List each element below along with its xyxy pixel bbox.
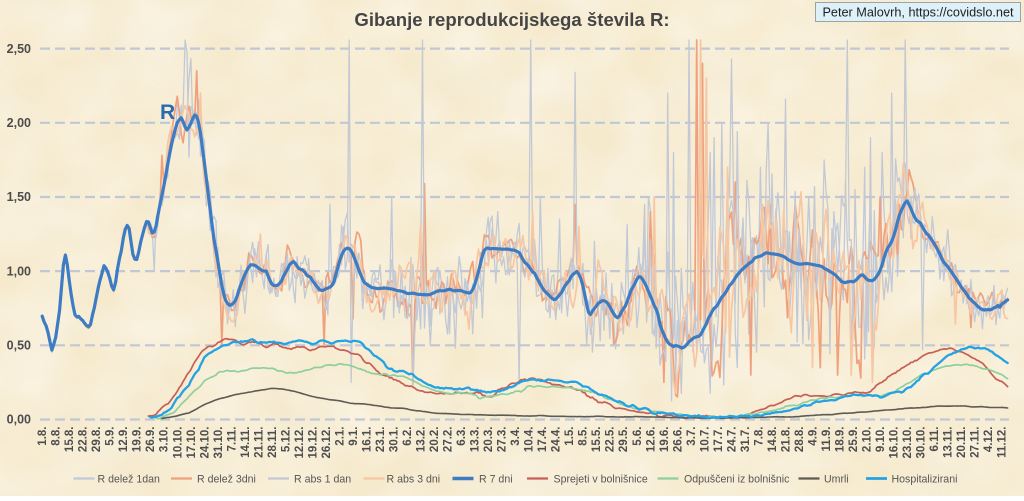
svg-text:12.9.: 12.9.	[118, 427, 130, 453]
svg-text:30.10.: 30.10.	[916, 427, 928, 459]
svg-text:31.7.: 31.7.	[740, 427, 752, 453]
svg-text:13.11.: 13.11.	[943, 427, 955, 458]
svg-text:8.5.: 8.5.	[578, 427, 590, 446]
svg-text:27.2.: 27.2.	[443, 427, 455, 453]
svg-text:19.9.: 19.9.	[132, 427, 144, 453]
svg-text:24.7.: 24.7.	[726, 427, 738, 453]
svg-text:17.4.: 17.4.	[537, 427, 549, 453]
svg-text:31.10.: 31.10.	[213, 427, 225, 459]
svg-text:11.9.: 11.9.	[821, 427, 833, 452]
svg-text:21.11.: 21.11.	[253, 427, 265, 458]
svg-text:17.10.: 17.10.	[186, 427, 198, 459]
svg-text:10.7.: 10.7.	[699, 427, 711, 453]
svg-text:26.12.: 26.12.	[321, 427, 333, 459]
svg-text:1,00: 1,00	[7, 264, 31, 278]
svg-text:Peter Malovrh, https://covidsl: Peter Malovrh, https://covidslo.net	[822, 6, 1014, 20]
svg-text:29.5.: 29.5.	[618, 427, 630, 453]
svg-text:26.9.: 26.9.	[145, 427, 157, 453]
svg-text:6.2.: 6.2.	[402, 427, 414, 446]
svg-text:6.3.: 6.3.	[456, 427, 468, 446]
svg-text:14.8.: 14.8.	[767, 427, 779, 453]
svg-text:R abs 1 dan: R abs 1 dan	[294, 474, 351, 486]
svg-text:15.8.: 15.8.	[64, 427, 76, 453]
svg-text:9.10.: 9.10.	[875, 427, 887, 453]
svg-text:10.4.: 10.4.	[524, 427, 536, 453]
svg-text:25.9.: 25.9.	[848, 427, 860, 453]
svg-text:23.1.: 23.1.	[375, 427, 387, 453]
svg-text:14.11.: 14.11.	[240, 427, 252, 458]
svg-text:R delež 1dan: R delež 1dan	[98, 474, 161, 486]
svg-text:17.7.: 17.7.	[713, 427, 725, 453]
svg-text:5.6.: 5.6.	[632, 427, 644, 446]
svg-text:16.10.: 16.10.	[889, 427, 901, 459]
svg-text:R abs 3 dni: R abs 3 dni	[387, 474, 441, 486]
svg-text:Sprejeti v bolnišnice: Sprejeti v bolnišnice	[554, 474, 648, 486]
svg-text:16.1.: 16.1.	[362, 427, 374, 453]
svg-text:22.8.: 22.8.	[78, 427, 90, 453]
svg-text:Umrli: Umrli	[824, 474, 849, 486]
svg-text:23.10.: 23.10.	[902, 427, 914, 459]
svg-text:6.11.: 6.11.	[929, 427, 941, 452]
svg-text:9.1.: 9.1.	[348, 427, 360, 446]
svg-text:28.11.: 28.11.	[267, 427, 279, 458]
svg-text:R: R	[160, 101, 175, 124]
svg-text:24.10.: 24.10.	[199, 427, 211, 459]
svg-text:21.8.: 21.8.	[780, 427, 792, 453]
svg-text:29.8.: 29.8.	[91, 427, 103, 453]
svg-text:28.8.: 28.8.	[794, 427, 806, 453]
svg-text:13.3.: 13.3.	[470, 427, 482, 453]
svg-text:1.8.: 1.8.	[37, 427, 49, 446]
svg-text:R delež 3dni: R delež 3dni	[197, 474, 256, 486]
svg-text:5.12.: 5.12.	[280, 427, 292, 453]
svg-text:20.2.: 20.2.	[429, 427, 441, 453]
svg-text:4.12.: 4.12.	[983, 427, 995, 453]
svg-text:15.5.: 15.5.	[591, 427, 603, 453]
svg-text:24.4.: 24.4.	[551, 427, 563, 453]
svg-text:1.5.: 1.5.	[564, 427, 576, 446]
svg-text:30.1.: 30.1.	[389, 427, 401, 453]
svg-text:3.10.: 3.10.	[159, 427, 171, 453]
svg-text:19.6.: 19.6.	[659, 427, 671, 453]
svg-text:13.2.: 13.2.	[416, 427, 428, 453]
svg-text:3.4.: 3.4.	[510, 427, 522, 446]
svg-text:3.7.: 3.7.	[686, 427, 698, 446]
svg-text:7.8.: 7.8.	[753, 427, 765, 446]
svg-text:Odpuščeni iz bolnišnic: Odpuščeni iz bolnišnic	[684, 474, 790, 486]
svg-text:0,50: 0,50	[7, 339, 31, 353]
svg-text:2,50: 2,50	[7, 42, 31, 56]
svg-text:Hospitalizirani: Hospitalizirani	[892, 474, 958, 486]
svg-text:R 7 dni: R 7 dni	[479, 474, 513, 486]
svg-text:2.10.: 2.10.	[862, 427, 874, 453]
svg-text:7.11.: 7.11.	[226, 427, 238, 452]
svg-text:27.3.: 27.3.	[497, 427, 509, 453]
svg-text:11.12.: 11.12.	[997, 427, 1009, 458]
svg-text:22.5.: 22.5.	[605, 427, 617, 453]
svg-text:2.1.: 2.1.	[334, 427, 346, 446]
svg-text:1,50: 1,50	[7, 190, 31, 204]
svg-text:12.6.: 12.6.	[645, 427, 657, 453]
svg-text:20.11.: 20.11.	[956, 427, 968, 458]
svg-text:27.11.: 27.11.	[970, 427, 982, 458]
svg-text:0,00: 0,00	[7, 413, 31, 427]
svg-text:8.8.: 8.8.	[51, 427, 63, 446]
svg-text:10.10.: 10.10.	[172, 427, 184, 459]
svg-text:Gibanje reprodukcijskega števi: Gibanje reprodukcijskega števila R:	[354, 9, 669, 30]
svg-text:5.9.: 5.9.	[105, 427, 117, 446]
svg-text:20.3.: 20.3.	[483, 427, 495, 453]
svg-text:12.12.: 12.12.	[294, 427, 306, 459]
svg-text:2,00: 2,00	[7, 116, 31, 130]
svg-text:19.12.: 19.12.	[307, 427, 319, 459]
svg-text:26.6.: 26.6.	[672, 427, 684, 453]
svg-text:4.9.: 4.9.	[808, 427, 820, 446]
svg-text:18.9.: 18.9.	[835, 427, 847, 453]
